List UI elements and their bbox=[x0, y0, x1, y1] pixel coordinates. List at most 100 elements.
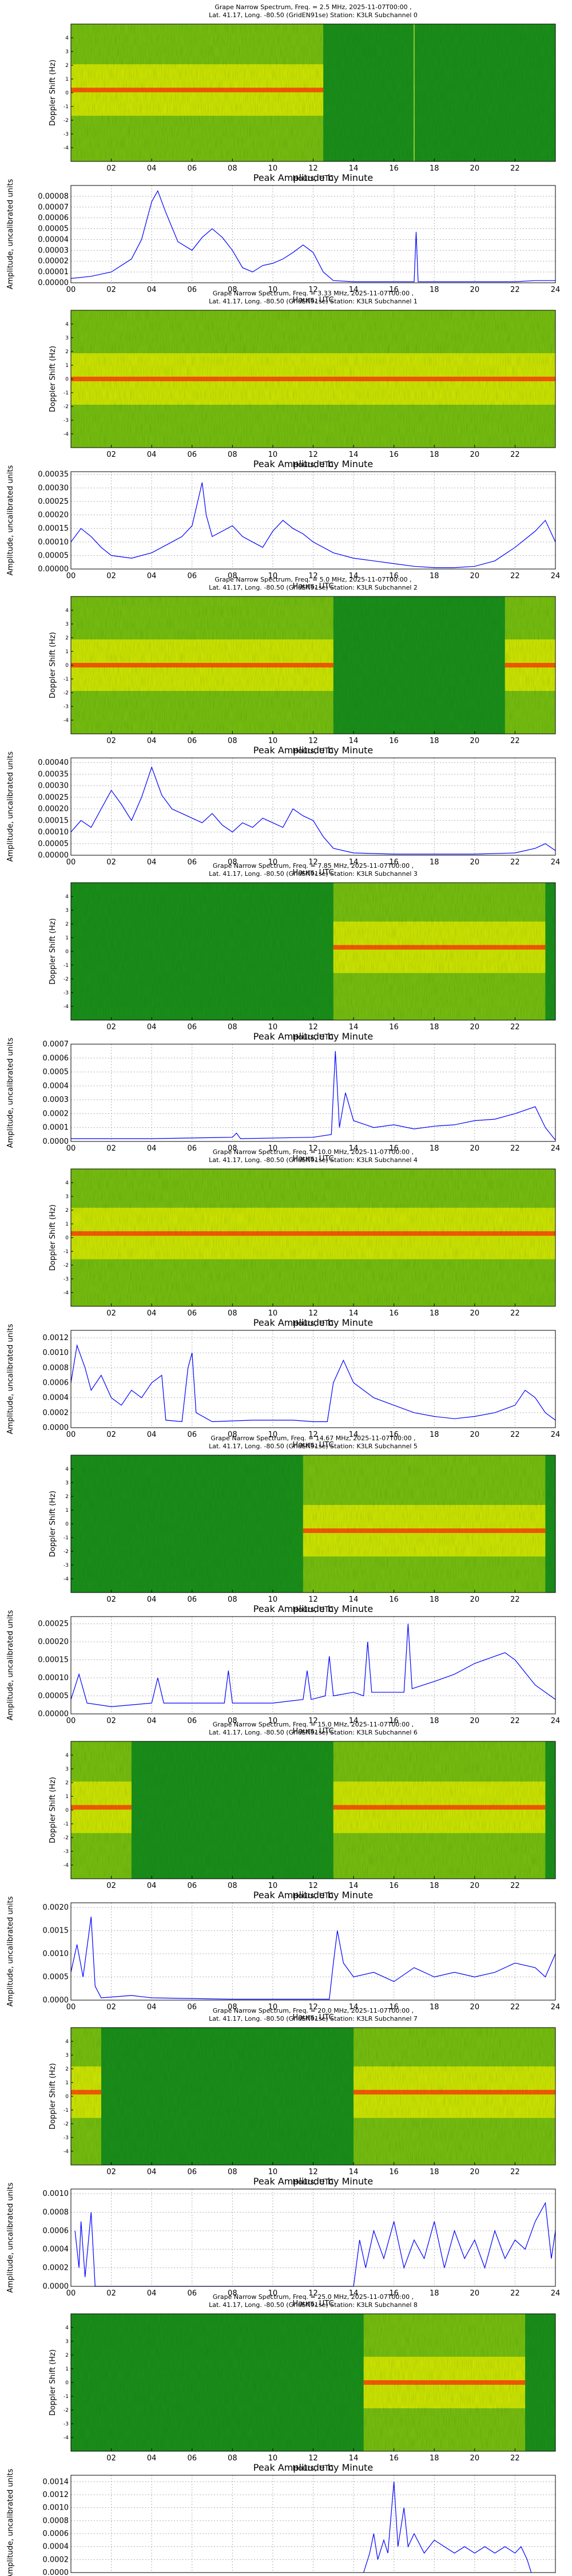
y-tick-label: -3 bbox=[63, 1563, 69, 1568]
spectrogram-texture bbox=[71, 1741, 555, 1879]
x-axis-label: Hours, UTC bbox=[292, 175, 333, 183]
y-tick-label: -3 bbox=[63, 1277, 69, 1282]
x-tick-label: 16 bbox=[389, 164, 399, 173]
amplitude-series-line bbox=[70, 1917, 556, 2000]
x-tick-label: 14 bbox=[349, 737, 359, 745]
x-tick-label: 16 bbox=[389, 2289, 399, 2298]
x-tick-label: 12 bbox=[308, 1431, 318, 1439]
x-tick-label: 14 bbox=[349, 451, 359, 459]
x-tick-label: 04 bbox=[147, 286, 157, 294]
y-tick-label: 0.0006 bbox=[43, 1054, 69, 1062]
x-axis-label: Hours, UTC bbox=[292, 296, 333, 305]
x-tick-label: 06 bbox=[187, 572, 197, 580]
x-tick-label: 12 bbox=[308, 2454, 318, 2463]
x-tick-label: 14 bbox=[349, 1595, 359, 1604]
amplitude-title: Peak Amplitude by Minute bbox=[253, 1890, 374, 1901]
x-tick-label: 06 bbox=[187, 286, 197, 294]
x-tick-label: 18 bbox=[430, 2454, 439, 2463]
x-tick-label: 18 bbox=[430, 1431, 439, 1439]
x-tick-label: 00 bbox=[66, 2003, 76, 2012]
x-tick-label: 22 bbox=[510, 2003, 520, 2012]
x-tick-label: 00 bbox=[66, 286, 76, 294]
x-tick-label: 20 bbox=[470, 737, 480, 745]
y-tick-label: -2 bbox=[63, 118, 69, 124]
x-tick-label: 16 bbox=[389, 1023, 399, 1032]
y-tick-label: 1 bbox=[65, 1794, 69, 1800]
x-tick-label: 20 bbox=[470, 451, 480, 459]
x-tick-label: 14 bbox=[349, 1023, 359, 1032]
y-tick-label: 0.00030 bbox=[38, 782, 69, 791]
amplitude-frame bbox=[70, 185, 556, 283]
x-tick-label: 02 bbox=[106, 2454, 116, 2463]
x-tick-label: 08 bbox=[228, 737, 237, 745]
x-tick-label: 20 bbox=[470, 572, 480, 580]
y-tick-label: 0.0010 bbox=[43, 1950, 69, 1958]
x-axis-label: Hours, UTC bbox=[292, 747, 333, 756]
y-tick-label: 4 bbox=[65, 1467, 69, 1472]
spectrogram-title-line2: Lat. 41.17, Long. -80.50 (GridEN91se) St… bbox=[209, 1443, 418, 1450]
spectrogram-title-line1: Grape Narrow Spectrum, Freq. = 20.0 MHz,… bbox=[213, 2007, 414, 2014]
y-axis-label: Amplitude, uncalibrated units bbox=[6, 1037, 15, 1148]
x-tick-label: 10 bbox=[268, 451, 278, 459]
amplitude-series-line bbox=[70, 766, 556, 855]
y-tick-label: -4 bbox=[63, 1004, 69, 1010]
x-tick-label: 22 bbox=[510, 286, 520, 294]
x-tick-label: 06 bbox=[187, 1144, 197, 1153]
x-tick-label: 12 bbox=[308, 2168, 318, 2176]
y-tick-label: -3 bbox=[63, 704, 69, 710]
amplitude-panel-3: Peak Amplitude by Minute 00 02 04 06 08 10 12 14… bbox=[6, 1031, 560, 1163]
x-tick-label: 10 bbox=[268, 1309, 278, 1318]
x-tick-label: 20 bbox=[470, 1882, 480, 1890]
x-tick-label: 02 bbox=[106, 2003, 116, 2012]
y-tick-label: 0.00000 bbox=[38, 565, 69, 574]
y-axis-label: Doppler Shift (Hz) bbox=[49, 2063, 57, 2129]
x-tick-label: 16 bbox=[389, 1431, 399, 1439]
x-tick-label: 06 bbox=[187, 1882, 197, 1890]
x-tick-label: 20 bbox=[470, 286, 480, 294]
y-tick-label: -1 bbox=[63, 677, 69, 682]
y-tick-label: 0.0015 bbox=[43, 1927, 69, 1935]
y-tick-label: -3 bbox=[63, 1849, 69, 1855]
y-tick-label: 1 bbox=[65, 77, 69, 82]
x-tick-label: 08 bbox=[228, 572, 237, 580]
x-tick-label: 02 bbox=[106, 737, 116, 745]
x-tick-label: 06 bbox=[187, 1023, 197, 1032]
y-tick-label: 3 bbox=[65, 1480, 69, 1486]
y-tick-label: 0.0002 bbox=[43, 1109, 69, 1118]
y-axis-label: Amplitude, uncalibrated units bbox=[6, 1896, 15, 2006]
y-tick-label: 0.00010 bbox=[38, 1674, 69, 1682]
x-tick-label: 04 bbox=[147, 1144, 157, 1153]
x-tick-label: 20 bbox=[470, 2454, 480, 2463]
x-tick-label: 14 bbox=[349, 2003, 359, 2012]
x-tick-label: 14 bbox=[349, 1882, 359, 1890]
x-tick-label: 02 bbox=[106, 858, 116, 867]
x-tick-label: 02 bbox=[106, 1023, 116, 1032]
y-tick-label: -2 bbox=[63, 2408, 69, 2413]
x-tick-label: 06 bbox=[187, 858, 197, 867]
y-axis-label: Amplitude, uncalibrated units bbox=[6, 1610, 15, 1720]
x-tick-label: 20 bbox=[470, 1309, 480, 1318]
y-tick-label: 3 bbox=[65, 2339, 69, 2345]
spectrogram-panel-0: Grape Narrow Spectrum, Freq. = 2.5 MHz, … bbox=[49, 3, 556, 183]
y-tick-label: 0.00010 bbox=[38, 538, 69, 547]
x-tick-label: 24 bbox=[551, 1717, 561, 1725]
amplitude-title: Peak Amplitude by Minute bbox=[253, 1603, 374, 1614]
y-tick-label: 0.00005 bbox=[38, 225, 69, 234]
y-axis-label: Doppler Shift (Hz) bbox=[49, 1777, 57, 1843]
y-tick-label: 0.0012 bbox=[43, 1334, 69, 1342]
x-tick-label: 02 bbox=[106, 451, 116, 459]
y-tick-label: -4 bbox=[63, 1863, 69, 1868]
x-tick-label: 22 bbox=[510, 164, 520, 173]
y-tick-label: 0.0006 bbox=[43, 2227, 69, 2235]
x-tick-label: 18 bbox=[430, 1595, 439, 1604]
y-tick-label: 0.00015 bbox=[38, 524, 69, 533]
y-axis-label: Doppler Shift (Hz) bbox=[49, 918, 57, 985]
amplitude-frame bbox=[70, 1616, 556, 1714]
y-tick-label: -2 bbox=[63, 1263, 69, 1269]
x-tick-label: 12 bbox=[308, 737, 318, 745]
y-tick-label: 0.00000 bbox=[38, 279, 69, 287]
x-tick-label: 10 bbox=[268, 2168, 278, 2176]
x-tick-label: 16 bbox=[389, 2003, 399, 2012]
y-tick-label: 3 bbox=[65, 1194, 69, 1200]
x-tick-label: 04 bbox=[147, 1595, 157, 1604]
